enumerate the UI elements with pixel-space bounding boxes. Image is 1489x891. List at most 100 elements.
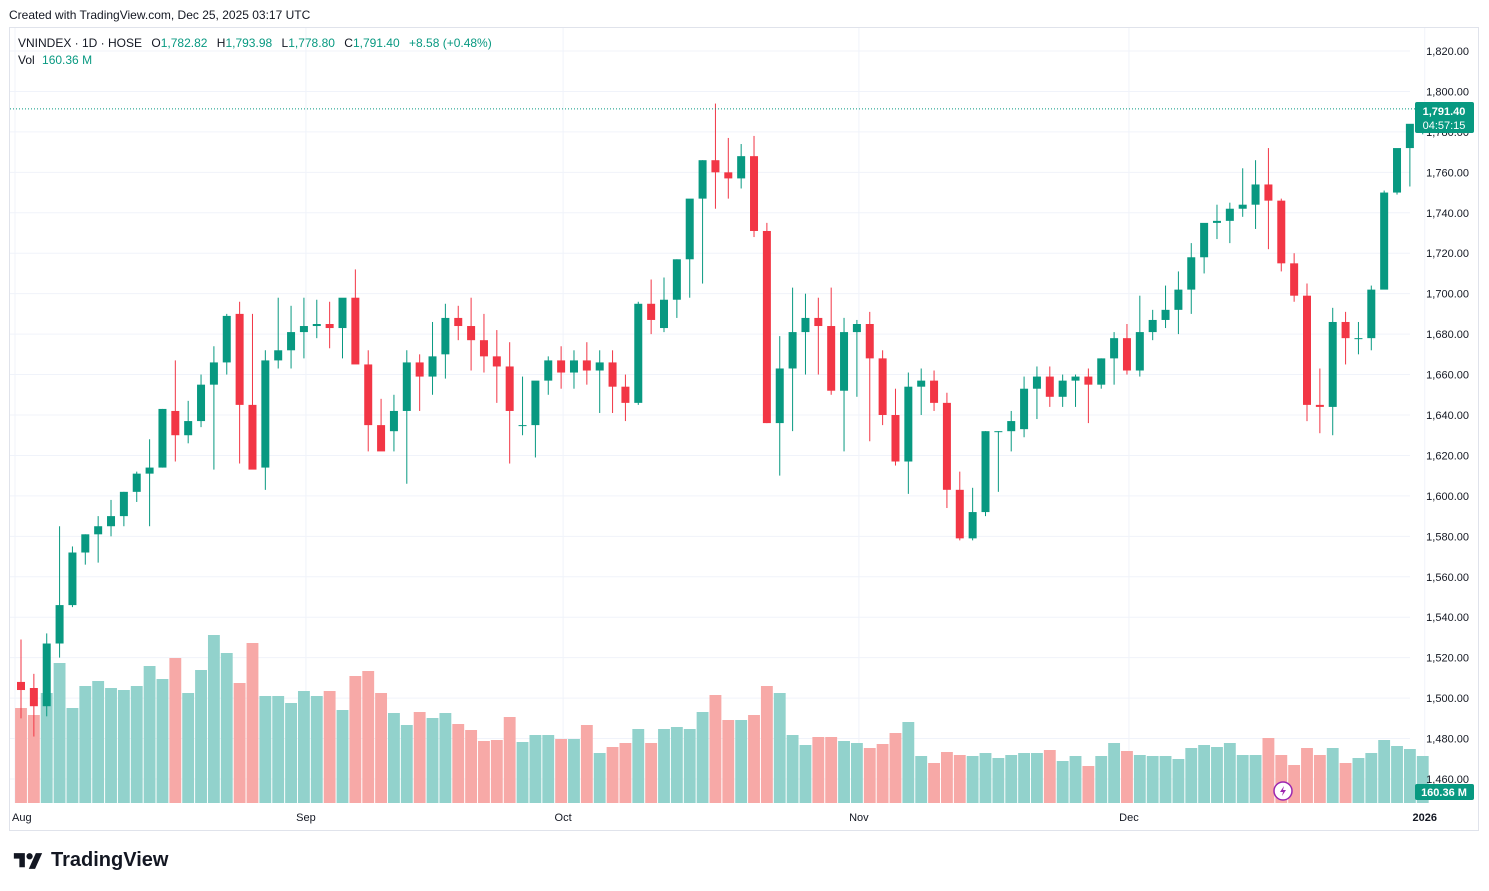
candle[interactable]: [685, 198, 694, 298]
candle[interactable]: [698, 160, 707, 284]
candle[interactable]: [917, 368, 926, 415]
volume-bar[interactable]: [670, 727, 683, 803]
volume-bar[interactable]: [1018, 753, 1031, 803]
volume-bar[interactable]: [1108, 743, 1121, 803]
candle[interactable]: [351, 269, 360, 365]
volume-bar[interactable]: [1378, 740, 1391, 803]
brand[interactable]: TradingView: [11, 849, 168, 872]
volume-bar[interactable]: [1198, 745, 1211, 803]
volume-bar[interactable]: [1262, 738, 1275, 803]
volume-bar[interactable]: [297, 691, 310, 803]
candle[interactable]: [454, 305, 463, 341]
candle[interactable]: [1264, 148, 1273, 250]
volume-bar[interactable]: [53, 663, 66, 803]
candle[interactable]: [1290, 253, 1299, 302]
candle[interactable]: [672, 259, 681, 318]
volume-bar[interactable]: [1159, 756, 1172, 803]
volume-bar[interactable]: [966, 756, 979, 803]
volume-bar[interactable]: [786, 735, 799, 803]
volume-bar[interactable]: [1365, 753, 1378, 803]
volume-bar[interactable]: [452, 724, 465, 803]
candle[interactable]: [42, 633, 51, 717]
volume-bar[interactable]: [953, 755, 966, 803]
volume-bar[interactable]: [40, 693, 53, 803]
candle[interactable]: [235, 301, 244, 464]
volume-bar[interactable]: [400, 725, 413, 803]
candle[interactable]: [479, 313, 488, 373]
volume-bar[interactable]: [542, 735, 555, 803]
candle[interactable]: [942, 392, 951, 509]
volume-bar[interactable]: [1133, 755, 1146, 803]
volume-bar[interactable]: [1082, 766, 1095, 803]
volume-bar[interactable]: [220, 653, 233, 803]
volume-bar[interactable]: [529, 735, 542, 803]
candle[interactable]: [660, 277, 668, 333]
candle[interactable]: [1135, 295, 1144, 377]
candle[interactable]: [1380, 190, 1389, 290]
candle[interactable]: [994, 431, 1003, 492]
volume-bar[interactable]: [349, 676, 362, 803]
volume-bar[interactable]: [876, 744, 889, 803]
volume-bar[interactable]: [156, 679, 169, 803]
candle[interactable]: [930, 370, 939, 411]
candle[interactable]: [1251, 160, 1260, 229]
volume-bar[interactable]: [709, 695, 722, 803]
candle[interactable]: [1007, 410, 1016, 452]
candle[interactable]: [955, 471, 964, 541]
candle[interactable]: [1045, 366, 1054, 407]
volume-bar[interactable]: [825, 737, 838, 803]
volume-bar[interactable]: [143, 666, 156, 803]
volume-bar[interactable]: [902, 722, 915, 803]
candle[interactable]: [248, 313, 257, 470]
candle[interactable]: [68, 546, 77, 608]
candle[interactable]: [1110, 332, 1119, 385]
candle[interactable]: [119, 491, 128, 527]
candle[interactable]: [312, 299, 321, 339]
candle[interactable]: [544, 356, 553, 395]
volume-bar[interactable]: [683, 729, 696, 803]
candle[interactable]: [274, 297, 283, 369]
volume-bar[interactable]: [388, 713, 400, 803]
candle[interactable]: [1200, 222, 1209, 274]
candle[interactable]: [608, 350, 617, 413]
candle[interactable]: [1354, 321, 1363, 355]
candle[interactable]: [1174, 271, 1183, 335]
candle[interactable]: [107, 499, 116, 537]
candle[interactable]: [209, 346, 218, 470]
candle[interactable]: [17, 639, 25, 719]
volume-bar[interactable]: [439, 713, 452, 803]
candle[interactable]: [132, 471, 141, 502]
volume-bar[interactable]: [105, 688, 117, 803]
candle[interactable]: [505, 342, 514, 464]
candle[interactable]: [428, 321, 437, 395]
candle[interactable]: [1032, 366, 1041, 420]
volume-bar[interactable]: [812, 737, 825, 803]
volume-bar[interactable]: [15, 708, 27, 803]
candle[interactable]: [788, 287, 797, 432]
candle[interactable]: [1084, 368, 1093, 424]
candle[interactable]: [338, 297, 347, 359]
candle[interactable]: [634, 301, 643, 405]
legend-vol-label[interactable]: Vol: [18, 53, 35, 67]
volume-bar[interactable]: [362, 671, 375, 803]
volume-bar[interactable]: [838, 741, 850, 803]
candle[interactable]: [158, 408, 167, 468]
volume-bar[interactable]: [1056, 761, 1069, 803]
lightning-icon[interactable]: [1273, 781, 1293, 801]
candle[interactable]: [1058, 374, 1067, 407]
volume-bar[interactable]: [940, 752, 953, 803]
candle[interactable]: [981, 431, 990, 517]
volume-bar[interactable]: [606, 747, 619, 803]
candle[interactable]: [1122, 324, 1131, 375]
volume-bar[interactable]: [66, 708, 79, 803]
volume-bar[interactable]: [992, 758, 1005, 803]
candle[interactable]: [827, 287, 836, 395]
candle[interactable]: [1148, 309, 1157, 341]
volume-bar[interactable]: [503, 717, 516, 803]
candle[interactable]: [402, 350, 411, 484]
volume-bar[interactable]: [568, 739, 580, 803]
volume-bar[interactable]: [979, 753, 992, 803]
candle[interactable]: [184, 400, 193, 444]
volume-bar[interactable]: [850, 743, 863, 803]
